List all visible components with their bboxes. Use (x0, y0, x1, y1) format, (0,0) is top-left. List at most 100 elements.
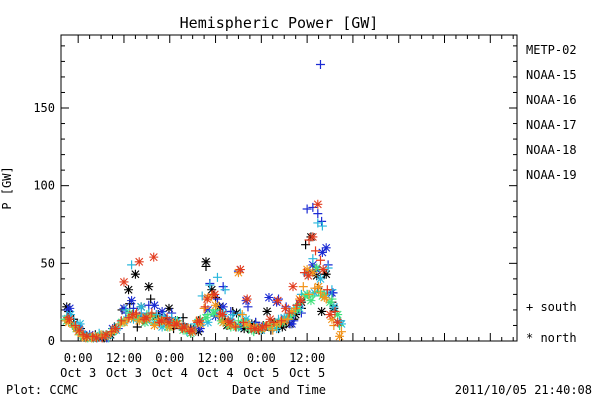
noaa-19-north-point (202, 294, 212, 304)
noaa-19-north-point (119, 277, 129, 287)
legend-item-noaa-19: NOAA-19 (526, 168, 577, 182)
noaa-16-south-point (308, 254, 318, 264)
noaa-19-north-point (134, 257, 144, 267)
x-tick-label-time: 0:00 (155, 351, 184, 365)
legend-item-noaa-18: NOAA-18 (526, 143, 577, 157)
noaa-18-north-point (319, 293, 329, 303)
metp-02-south-point (132, 322, 142, 332)
noaa-19-north-point (101, 330, 111, 340)
noaa-19-south-point (71, 320, 81, 330)
y-tick-label: 100 (33, 179, 55, 193)
noaa-17-north-point (247, 325, 257, 335)
metp-02-north-point (207, 285, 217, 295)
noaa-19-north-point (242, 294, 252, 304)
noaa-19-north-point (257, 322, 267, 332)
noaa-18-north-point (165, 322, 175, 332)
noaa-15-north-point (264, 293, 274, 303)
noaa-19-north-point (187, 325, 197, 335)
noaa-19-north-point (308, 232, 318, 242)
plot-frame (60, 34, 518, 342)
noaa-18-north-point (226, 320, 236, 330)
noaa-19-north-point (141, 313, 151, 323)
noaa-19-south-point (231, 322, 241, 332)
noaa-15-north-point (127, 296, 137, 306)
noaa-18-north-point (195, 319, 205, 329)
metp-02-north-point (130, 269, 140, 279)
noaa-16-south-point (220, 285, 230, 295)
noaa-19-north-point (149, 252, 159, 262)
noaa-15-north-point (157, 306, 167, 316)
noaa-17-north-point (285, 311, 295, 321)
x-tick-label-time: 0:00 (247, 351, 276, 365)
metp-02-north-point (247, 319, 257, 329)
noaa-18-north-point (302, 265, 312, 275)
noaa-15-north-point (218, 302, 228, 312)
y-tick-label: 150 (33, 101, 55, 115)
noaa-19-north-point (74, 325, 84, 335)
noaa-18-north-point (134, 316, 144, 326)
metp-02-north-point (124, 285, 134, 295)
legend-item-metp-02: METP-02 (526, 43, 577, 57)
footer-credit: Plot: CCMC (6, 383, 78, 397)
noaa-17-north-point (333, 310, 343, 320)
noaa-19-north-point (128, 310, 138, 320)
noaa-16-south-point (317, 221, 327, 231)
metp-02-north-point (193, 327, 203, 337)
legend-north-marker: * north (526, 331, 577, 345)
metp-02-north-point (144, 282, 154, 292)
noaa-19-north-point (235, 265, 245, 275)
noaa-18-north-point (314, 282, 324, 292)
footer-timestamp: 2011/10/05 21:40:08 (455, 383, 592, 397)
noaa-18-north-point (218, 317, 228, 327)
noaa-19-south-point (147, 308, 157, 318)
y-axis-label: P [GW] (0, 166, 14, 209)
noaa-16-north-point (241, 314, 251, 324)
noaa-16-north-point (329, 302, 339, 312)
noaa-17-north-point (293, 305, 303, 315)
metp-02-north-point (164, 303, 174, 313)
noaa-18-north-point (233, 268, 243, 278)
x-axis-label: Date and Time (232, 383, 326, 397)
legend-item-noaa-17: NOAA-17 (526, 118, 577, 132)
x-tick-label-date: Oct 4 (152, 366, 188, 380)
x-tick-label-time: 12:00 (106, 351, 142, 365)
noaa-19-north-point (172, 319, 182, 329)
noaa-19-south-point (116, 316, 126, 326)
noaa-19-north-point (280, 303, 290, 313)
noaa-19-north-point (313, 199, 323, 209)
noaa-16-south-point (205, 280, 215, 290)
noaa-19-south-point (292, 300, 302, 310)
noaa-19-south-point (315, 255, 325, 265)
metp-02-north-point (277, 322, 287, 332)
noaa-19-north-point (91, 333, 101, 343)
noaa-19-south-point (200, 302, 210, 312)
legend: METP-02 NOAA-15 NOAA-16 NOAA-17 NOAA-18 … (526, 43, 577, 345)
x-tick-label-time: 0:00 (64, 351, 93, 365)
noaa-17-north-point (132, 313, 142, 323)
noaa-17-north-point (71, 324, 81, 334)
noaa-19-south-point (311, 246, 321, 256)
noaa-17-north-point (209, 308, 219, 318)
noaa-15-north-point (203, 305, 213, 315)
noaa-16-south-point (127, 260, 137, 270)
noaa-15-south-point (317, 216, 327, 226)
noaa-18-north-point (211, 300, 221, 310)
noaa-19-north-point (111, 324, 121, 334)
noaa-18-south-point (315, 288, 325, 298)
metp-02-north-point (201, 257, 211, 267)
noaa-18-north-point (335, 331, 345, 341)
noaa-19-south-point (284, 308, 294, 318)
noaa-19-north-point (82, 331, 92, 341)
noaa-17-north-point (300, 291, 310, 301)
noaa-19-south-point (330, 306, 340, 316)
x-tick-label-date: Oct 3 (106, 366, 142, 380)
noaa-18-north-point (327, 314, 337, 324)
noaa-18-north-point (119, 317, 129, 327)
noaa-15-north-point (321, 243, 331, 253)
noaa-19-north-point (303, 271, 313, 281)
noaa-19-south-point (238, 317, 248, 327)
noaa-19-north-point (195, 316, 205, 326)
noaa-17-north-point (312, 263, 322, 273)
